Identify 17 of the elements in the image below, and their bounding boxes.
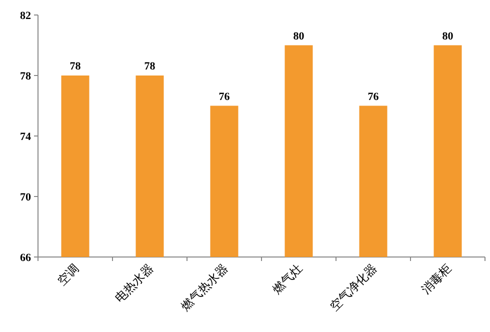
data-label: 78 (144, 60, 156, 72)
x-tick-label: 燃气灶 (270, 261, 305, 297)
data-label: 76 (218, 90, 230, 103)
x-tick-label: 空气净化器 (327, 261, 380, 314)
data-label: 76 (368, 90, 380, 103)
x-tick-label: 消毒柜 (418, 261, 454, 297)
data-label: 78 (70, 60, 82, 72)
x-tick-label: 燃气热水器 (178, 261, 230, 314)
y-tick-label: 74 (20, 131, 32, 143)
y-tick-label: 78 (20, 70, 32, 82)
data-label: 80 (442, 30, 454, 42)
y-tick-label: 82 (20, 10, 32, 22)
x-tick-label: 空调 (54, 261, 82, 288)
data-label: 80 (293, 30, 305, 42)
y-tick-label: 66 (20, 252, 32, 264)
x-tick-label: 电热水器 (112, 261, 156, 306)
y-tick-label: 70 (20, 192, 32, 204)
